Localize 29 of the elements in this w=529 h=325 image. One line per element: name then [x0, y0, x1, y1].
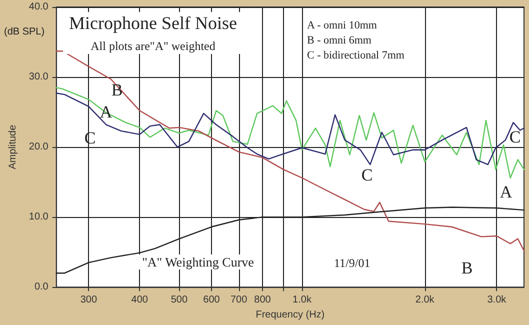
- annotation: "A" Weighting Curve: [142, 254, 254, 270]
- y-tick-label: 20.0: [28, 142, 49, 153]
- y-tick-label: 10.0: [28, 212, 49, 223]
- text: All plots are"A" weighted: [90, 39, 216, 53]
- y-axis-title: Amplitude: [8, 124, 18, 170]
- annotation: A - omni 10mm: [307, 20, 378, 32]
- x-tick-label: 1.0k: [292, 294, 312, 306]
- annotation: 11/9/01: [334, 256, 370, 270]
- x-tick-label: 800: [254, 294, 272, 306]
- x-tick-label: 600: [203, 294, 220, 306]
- chart-title: Microphone Self Noise: [69, 13, 237, 33]
- annotation: A: [500, 182, 513, 202]
- annotation: C - bidirectional 7mm: [307, 50, 405, 62]
- y-tick-label: 40.0: [28, 2, 49, 12]
- annotation: B - omni 6mm: [307, 34, 372, 46]
- annotation: C: [361, 166, 373, 184]
- x-tick-label: 500: [170, 294, 188, 306]
- x-tick-label: 700: [230, 294, 248, 306]
- x-tick-label: 300: [80, 294, 98, 306]
- y-tick-label: 0.0: [34, 282, 49, 293]
- y-tick-label: 30.0: [28, 72, 49, 83]
- x-tick-label: 400: [131, 294, 148, 306]
- annotation: C: [509, 128, 521, 146]
- annotation: B: [461, 258, 473, 278]
- x-tick-label: 3.0k: [487, 294, 508, 306]
- text: (dB SPL): [4, 26, 45, 38]
- x-tick-label: 2.0k: [415, 294, 436, 306]
- annotation: B: [111, 80, 123, 100]
- x-axis-title: Frequency (Hz): [256, 310, 325, 320]
